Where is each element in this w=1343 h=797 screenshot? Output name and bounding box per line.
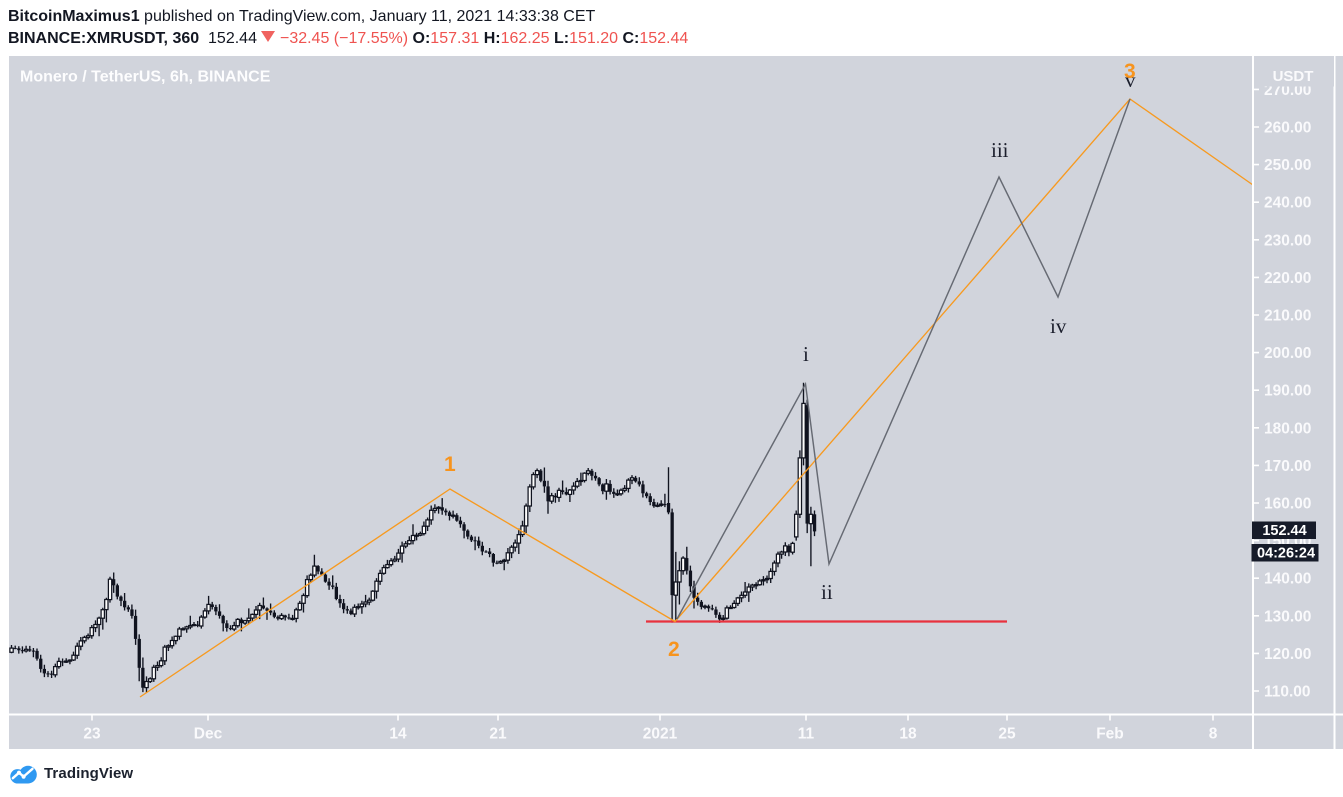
svg-text:160.00: 160.00 — [1264, 496, 1311, 513]
svg-text:190.00: 190.00 — [1264, 383, 1311, 400]
svg-text:25: 25 — [998, 726, 1016, 743]
svg-text:140.00: 140.00 — [1264, 571, 1311, 588]
svg-text:130.00: 130.00 — [1264, 608, 1311, 625]
svg-text:Monero / TetherUS, 6h, BINANCE: Monero / TetherUS, 6h, BINANCE — [20, 69, 271, 86]
svg-text:2: 2 — [668, 638, 680, 661]
svg-text:Feb: Feb — [1096, 726, 1124, 743]
svg-text:11: 11 — [798, 726, 815, 743]
svg-text:1: 1 — [444, 453, 456, 476]
svg-text:200.00: 200.00 — [1264, 345, 1311, 362]
svg-text:3: 3 — [1124, 60, 1136, 83]
svg-text:14: 14 — [389, 726, 407, 743]
svg-text:Dec: Dec — [194, 726, 223, 743]
svg-text:120.00: 120.00 — [1264, 646, 1311, 663]
svg-text:04:26:24: 04:26:24 — [1257, 546, 1315, 562]
svg-text:180.00: 180.00 — [1264, 420, 1311, 437]
svg-text:18: 18 — [899, 726, 917, 743]
svg-text:110.00: 110.00 — [1264, 684, 1311, 701]
svg-text:8: 8 — [1209, 726, 1218, 743]
svg-text:170.00: 170.00 — [1264, 458, 1311, 475]
svg-text:230.00: 230.00 — [1264, 232, 1311, 249]
svg-text:2021: 2021 — [643, 726, 678, 743]
svg-text:260.00: 260.00 — [1264, 120, 1311, 137]
svg-text:240.00: 240.00 — [1264, 195, 1311, 212]
svg-text:152.44: 152.44 — [1262, 523, 1306, 539]
svg-text:210.00: 210.00 — [1264, 308, 1311, 325]
svg-text:220.00: 220.00 — [1264, 270, 1311, 287]
svg-text:v: v — [1125, 68, 1136, 92]
svg-text:23: 23 — [83, 726, 101, 743]
svg-text:i: i — [803, 342, 809, 366]
svg-text:iv: iv — [1050, 314, 1067, 338]
svg-text:USDT: USDT — [1273, 68, 1314, 85]
svg-text:ii: ii — [821, 580, 833, 604]
svg-text:iii: iii — [991, 138, 1009, 162]
svg-text:21: 21 — [489, 726, 507, 743]
svg-text:250.00: 250.00 — [1264, 157, 1311, 174]
